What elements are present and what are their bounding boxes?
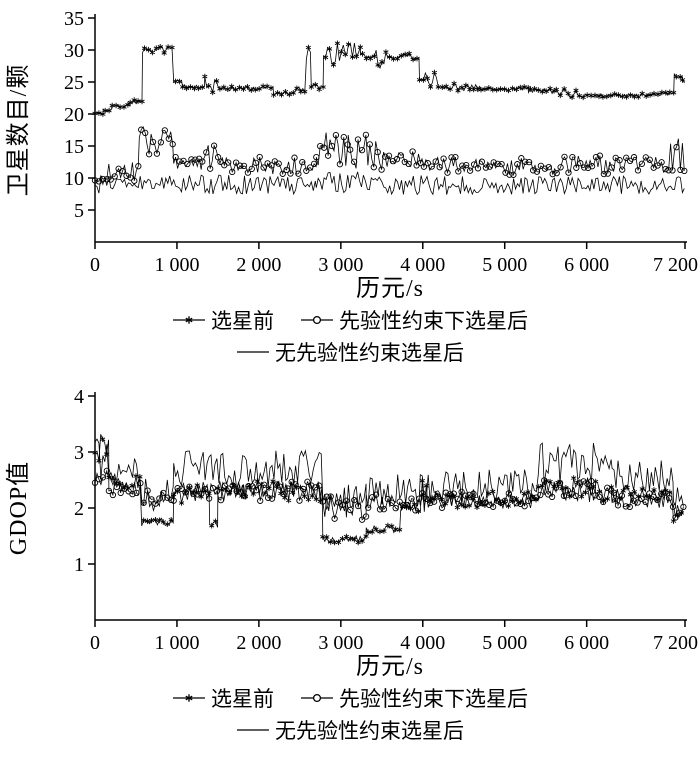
svg-text:7 200: 7 200 [653, 254, 698, 276]
legend-row: 选星前 先验性约束下选星后 [0, 682, 700, 714]
legend-item-before-selection: 选星前 [172, 683, 274, 713]
star-line-marker-icon [173, 316, 205, 324]
svg-text:2 000: 2 000 [236, 632, 281, 654]
svg-text:5 000: 5 000 [482, 254, 527, 276]
svg-text:1 000: 1 000 [154, 254, 199, 276]
legend-item-apriori-selection: 先验性约束下选星后 [300, 683, 528, 713]
svg-text:2: 2 [74, 498, 84, 520]
satellite-count-plot-area: 5 10 15 20 25 30 35 0 1 000 2 000 3 000 4 000 5 000 6… [64, 8, 698, 276]
legend-label-apriori-selection: 先验性约束下选星后 [339, 309, 528, 333]
gdop-plot-area: 1 2 3 4 0 1 000 2 000 3 000 4 000 5 000 6 000 7 200 [74, 386, 698, 654]
svg-text:30: 30 [64, 40, 84, 62]
legend-item-no-apriori-selection: 无先验性约束选星后 [236, 337, 464, 367]
svg-text:5 000: 5 000 [482, 632, 527, 654]
svg-text:5: 5 [74, 200, 84, 222]
legend-item-no-apriori-selection: 无先验性约束选星后 [236, 715, 464, 745]
figure: 5 10 15 20 25 30 35 0 1 000 2 000 3 000 4 000 5 000 6… [0, 8, 700, 746]
legend-label-before-selection: 选星前 [211, 687, 274, 711]
legend-satellite-chart: 选星前 先验性约束下选星后 无先验性约束选星后 [0, 304, 700, 368]
svg-text:3 000: 3 000 [318, 632, 363, 654]
svg-text:20: 20 [64, 104, 84, 126]
gdop-x-axis-label: 历元/s [356, 654, 424, 680]
svg-text:35: 35 [64, 8, 84, 30]
svg-text:4 000: 4 000 [400, 632, 445, 654]
svg-text:3 000: 3 000 [318, 254, 363, 276]
svg-text:4: 4 [74, 386, 84, 408]
svg-text:3: 3 [74, 442, 84, 464]
legend-label-apriori-selection: 先验性约束下选星后 [339, 687, 528, 711]
svg-text:2 000: 2 000 [236, 254, 281, 276]
gdop-y-axis-label: GDOP值 [5, 461, 32, 555]
legend-label-no-apriori-selection: 无先验性约束选星后 [275, 719, 464, 743]
svg-text:25: 25 [64, 72, 84, 94]
satellite-count-chart: 5 10 15 20 25 30 35 0 1 000 2 000 3 000 4 000 5 000 6… [5, 8, 698, 302]
svg-text:1: 1 [74, 554, 84, 576]
circle-line-marker-icon [301, 315, 333, 325]
svg-text:7 200: 7 200 [653, 632, 698, 654]
svg-text:4 000: 4 000 [400, 254, 445, 276]
svg-text:6 000: 6 000 [564, 254, 609, 276]
svg-text:15: 15 [64, 136, 84, 158]
legend-row: 选星前 先验性约束下选星后 [0, 304, 700, 336]
svg-text:10: 10 [64, 168, 84, 190]
circle-line-marker-icon [301, 693, 333, 703]
legend-row: 无先验性约束选星后 [0, 714, 700, 746]
satellite-count-x-axis-label: 历元/s [356, 276, 424, 302]
line-marker-icon [237, 351, 269, 353]
svg-text:1 000: 1 000 [154, 632, 199, 654]
legend-row: 无先验性约束选星后 [0, 336, 700, 368]
legend-gdop-chart: 选星前 先验性约束下选星后 无先验性约束选星后 [0, 682, 700, 746]
legend-label-no-apriori-selection: 无先验性约束选星后 [275, 341, 464, 365]
gdop-chart: 1 2 3 4 0 1 000 2 000 3 000 4 000 5 000 6 000 7 200… [5, 386, 698, 680]
legend-item-before-selection: 选星前 [172, 305, 274, 335]
legend-label-before-selection: 选星前 [211, 309, 274, 333]
line-marker-icon [237, 729, 269, 731]
legend-item-apriori-selection: 先验性约束下选星后 [300, 305, 528, 335]
svg-text:6 000: 6 000 [564, 632, 609, 654]
svg-text:0: 0 [90, 632, 100, 654]
svg-text:0: 0 [90, 254, 100, 276]
star-line-marker-icon [173, 694, 205, 702]
satellite-count-y-axis-label: 卫星数目/颗 [5, 64, 32, 197]
